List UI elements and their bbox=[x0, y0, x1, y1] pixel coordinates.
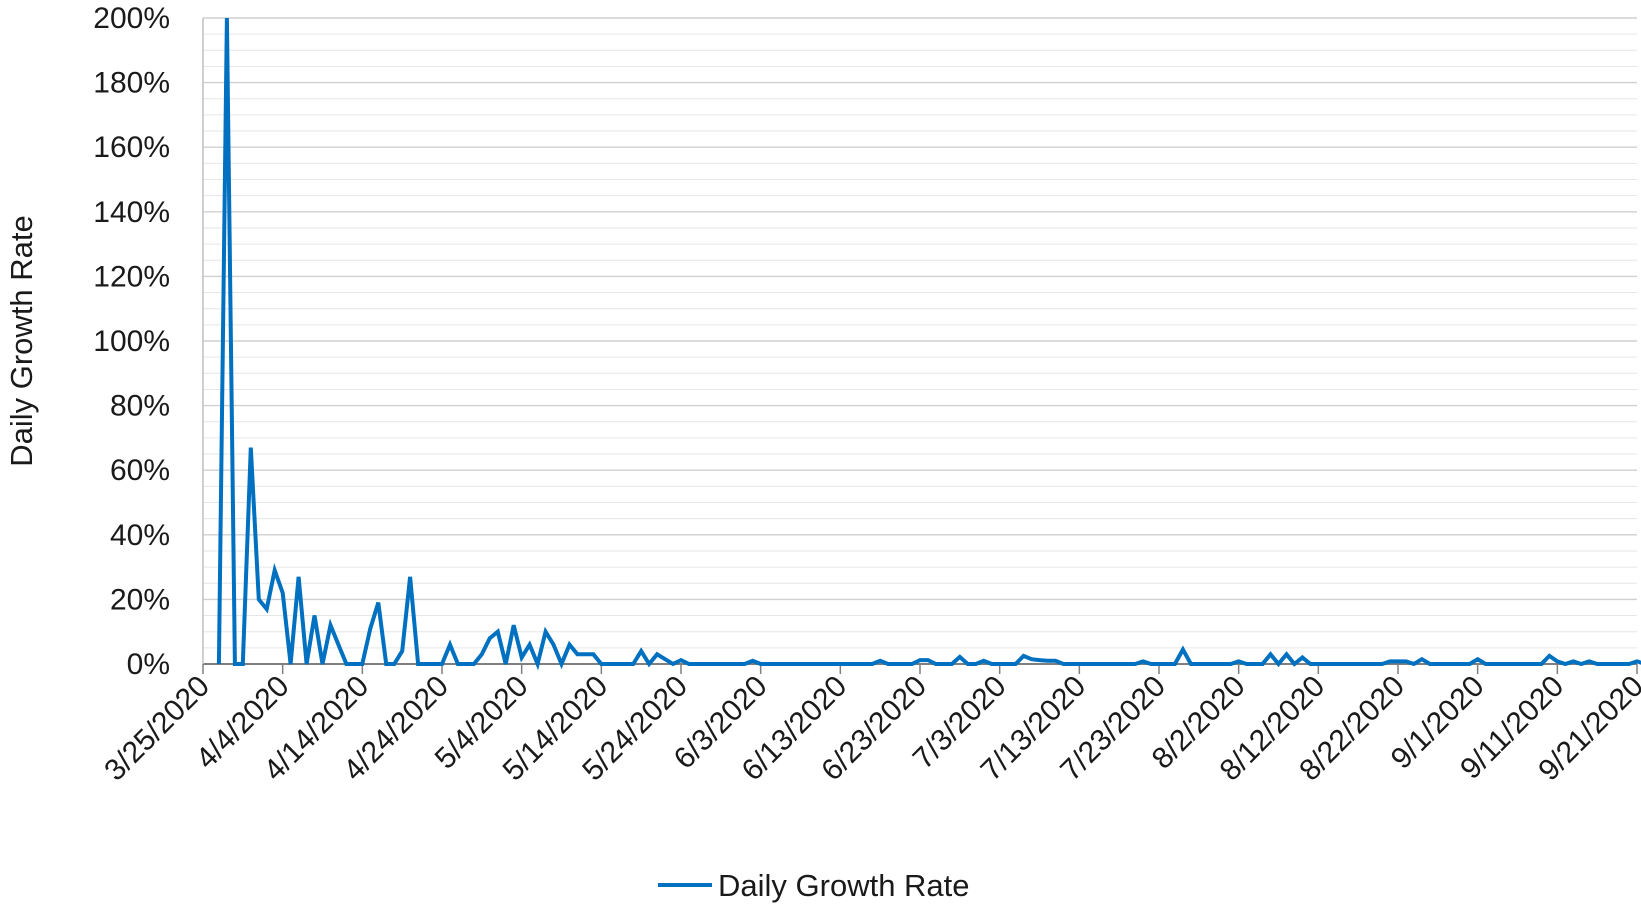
y-tick-label: 200% bbox=[93, 2, 170, 35]
gridlines bbox=[203, 17, 1637, 665]
y-tick-label: 100% bbox=[93, 325, 170, 358]
y-axis-title: Daily Growth Rate bbox=[4, 215, 39, 467]
y-axis-tick-labels: 0% 20% 40% 60% 80% 100% 120% 140% 160% 180% 200% bbox=[93, 2, 170, 681]
y-tick-label: 40% bbox=[110, 519, 170, 552]
x-tick-label: 3/25/2020 bbox=[98, 670, 216, 788]
series-line-daily-growth-rate bbox=[216, 17, 1641, 671]
y-tick-label: 180% bbox=[93, 67, 170, 100]
y-tick-label: 120% bbox=[93, 260, 170, 293]
legend-label-daily-growth-rate: Daily Growth Rate bbox=[718, 868, 970, 903]
y-tick-label: 140% bbox=[93, 196, 170, 229]
y-tick-label: 80% bbox=[110, 390, 170, 423]
y-tick-label: 60% bbox=[110, 454, 170, 487]
x-axis-tick-labels: 3/25/20204/4/20204/14/20204/24/20205/4/2… bbox=[98, 670, 1641, 788]
series-layer bbox=[216, 17, 1641, 671]
legend: Daily Growth Rate bbox=[658, 868, 970, 903]
y-tick-label: 0% bbox=[127, 648, 170, 681]
y-tick-label: 160% bbox=[93, 131, 170, 164]
y-tick-label: 20% bbox=[110, 583, 170, 616]
